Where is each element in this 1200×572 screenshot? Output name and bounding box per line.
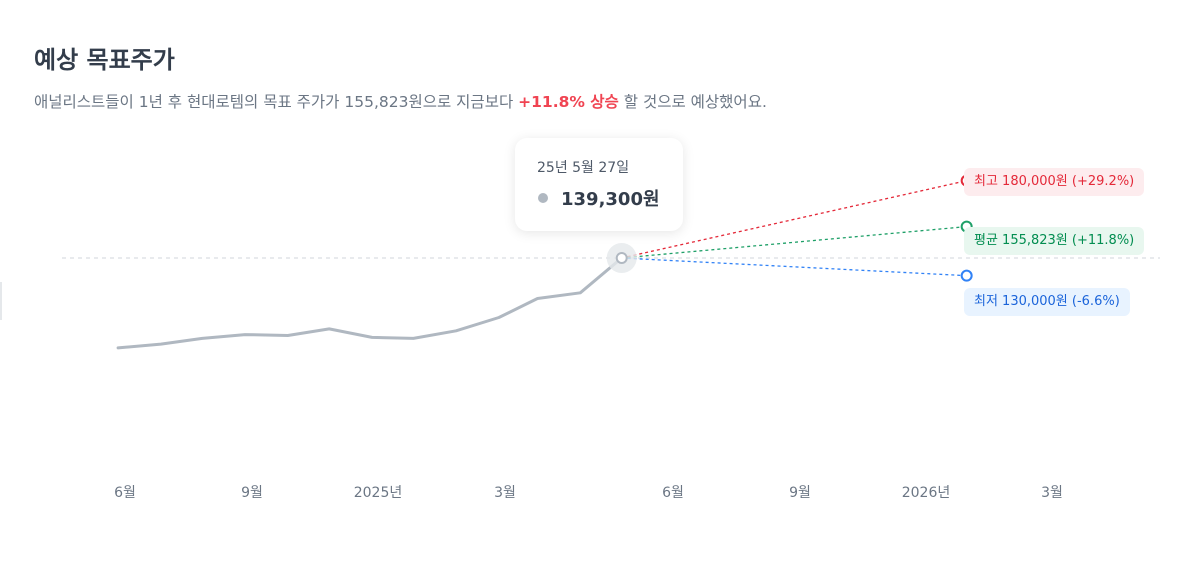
x-tick-label: 9월 bbox=[241, 485, 263, 501]
x-tick-label: 3월 bbox=[494, 485, 516, 501]
price-tooltip: 25년 5월 27일 139,300원 bbox=[515, 138, 683, 231]
x-tick-label: 3월 bbox=[1041, 485, 1063, 501]
low-forecast-line bbox=[621, 257, 967, 277]
price-history-line bbox=[116, 256, 624, 350]
tooltip-value: 139,300원 bbox=[561, 189, 660, 210]
tooltip-date: 25년 5월 27일 bbox=[537, 160, 630, 176]
forecast-description: 애널리스트들이 1년 후 현대로템의 목표 주가가 155,823원으로 지금보… bbox=[34, 90, 767, 112]
x-tick-label: 6월 bbox=[114, 485, 136, 501]
x-tick-label: 6월 bbox=[662, 485, 684, 501]
high-forecast-line bbox=[621, 180, 967, 259]
description-highlight: +11.8% 상승 bbox=[518, 93, 619, 111]
description-suffix: 할 것으로 예상했어요. bbox=[618, 93, 767, 111]
tooltip-bullet-icon bbox=[538, 193, 548, 203]
current-price-point bbox=[615, 252, 628, 264]
average-forecast-line bbox=[621, 225, 967, 259]
page-title: 예상 목표주가 bbox=[34, 46, 175, 74]
x-tick-label: 9월 bbox=[789, 485, 811, 501]
chart-edge-marker bbox=[0, 282, 2, 320]
x-tick-label: 2025년 bbox=[353, 485, 403, 501]
average-target-badge: 평균 155,823원 (+11.8%) bbox=[964, 227, 1145, 255]
high-target-badge: 최고 180,000원 (+29.2%) bbox=[964, 168, 1145, 196]
low-target-badge: 최저 130,000원 (-6.6%) bbox=[964, 288, 1130, 316]
low-target-point bbox=[960, 269, 973, 282]
description-prefix: 애널리스트들이 1년 후 현대로템의 목표 주가가 155,823원으로 지금보… bbox=[34, 93, 519, 111]
x-tick-label: 2026년 bbox=[901, 485, 951, 501]
